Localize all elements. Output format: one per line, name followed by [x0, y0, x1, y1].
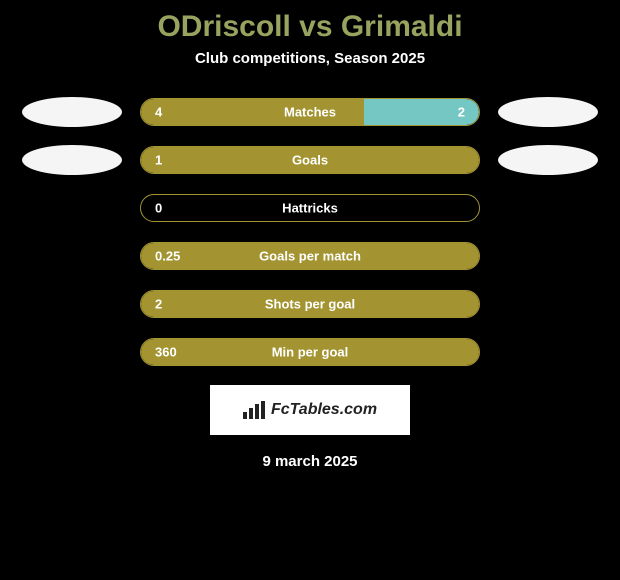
- stat-row: 360 Min per goal: [0, 337, 620, 367]
- comparison-rows: 4 Matches 2 1 Goals 0 Hattricks 0.25 Goals per m…: [0, 97, 620, 367]
- stat-left-value: 1: [155, 153, 162, 168]
- stat-label: Goals per match: [259, 249, 361, 264]
- stat-label: Hattricks: [282, 201, 338, 216]
- stat-label: Goals: [292, 153, 328, 168]
- stat-bar: 360 Min per goal: [140, 338, 480, 366]
- branding-badge[interactable]: FcTables.com: [210, 385, 410, 435]
- stat-left-value: 360: [155, 345, 177, 360]
- player-right-avatar: [498, 97, 598, 127]
- stat-bar: 1 Goals: [140, 146, 480, 174]
- avatar-spacer: [498, 337, 598, 367]
- stat-label: Matches: [284, 105, 336, 120]
- stat-left-value: 2: [155, 297, 162, 312]
- stat-right-value: 2: [458, 105, 465, 120]
- stat-label: Min per goal: [272, 345, 349, 360]
- avatar-spacer: [498, 193, 598, 223]
- avatar-spacer: [22, 241, 122, 271]
- avatar-spacer: [22, 337, 122, 367]
- footer-date: 9 march 2025: [0, 435, 620, 470]
- avatar-spacer: [22, 289, 122, 319]
- stat-bar: 0.25 Goals per match: [140, 242, 480, 270]
- stat-bar: 4 Matches 2: [140, 98, 480, 126]
- avatar-spacer: [498, 289, 598, 319]
- avatar-spacer: [498, 241, 598, 271]
- stat-row: 4 Matches 2: [0, 97, 620, 127]
- stat-left-value: 0: [155, 201, 162, 216]
- player-left-avatar: [22, 97, 122, 127]
- stat-row: 2 Shots per goal: [0, 289, 620, 319]
- stat-left-value: 4: [155, 105, 162, 120]
- player-left-avatar: [22, 145, 122, 175]
- branding-text: FcTables.com: [271, 401, 377, 419]
- stat-left-value: 0.25: [155, 249, 180, 264]
- player-right-avatar: [498, 145, 598, 175]
- page-title: ODriscoll vs Grimaldi: [0, 0, 620, 50]
- bars-icon: [243, 401, 265, 419]
- stat-label: Shots per goal: [265, 297, 355, 312]
- stat-row: 0 Hattricks: [0, 193, 620, 223]
- stat-bar: 2 Shots per goal: [140, 290, 480, 318]
- stat-row: 1 Goals: [0, 145, 620, 175]
- stat-bar: 0 Hattricks: [140, 194, 480, 222]
- avatar-spacer: [22, 193, 122, 223]
- page-subtitle: Club competitions, Season 2025: [0, 50, 620, 97]
- stat-row: 0.25 Goals per match: [0, 241, 620, 271]
